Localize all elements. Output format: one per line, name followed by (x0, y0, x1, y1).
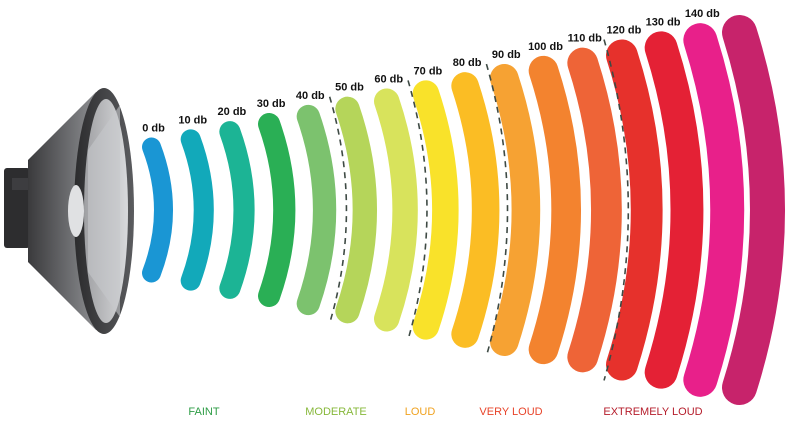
category-divider-0 (328, 96, 348, 324)
level-label-4: 40 db (296, 90, 325, 102)
category-faint: FAINT (188, 406, 219, 418)
level-label-11: 110 db (568, 33, 603, 45)
sound-band-11 (567, 47, 622, 373)
sound-band-14 (683, 23, 745, 397)
category-very-loud: VERY LOUD (479, 406, 542, 418)
sound-band-3 (258, 113, 296, 307)
sound-band-4 (296, 104, 337, 316)
level-label-14: 140 db (685, 8, 720, 20)
level-label-5: 50 db (335, 82, 364, 94)
category-dividers (328, 39, 630, 381)
level-label-7: 70 db (414, 65, 443, 77)
sound-band-1 (180, 129, 214, 291)
level-label-13: 130 db (646, 16, 681, 28)
sound-band-8 (451, 72, 500, 348)
sound-band-15 (722, 15, 785, 405)
sound-bands (142, 15, 785, 405)
sound-band-9 (490, 64, 541, 356)
level-label-6: 60 db (374, 74, 403, 86)
sound-band-6 (374, 88, 418, 332)
category-loud: LOUD (405, 406, 436, 418)
speaker-icon (4, 88, 134, 334)
level-label-10: 100 db (528, 41, 563, 53)
level-label-8: 80 db (453, 57, 482, 69)
sound-band-5 (335, 96, 377, 324)
sound-band-0 (142, 137, 173, 283)
category-moderate: MODERATE (305, 406, 367, 418)
category-divider-1 (407, 80, 428, 340)
level-labels: 0 db 10 db 20 db 30 db 40 db 50 db 60 db 70 db 8… (142, 8, 720, 134)
sound-band-2 (219, 121, 255, 299)
sound-band-7 (412, 80, 459, 340)
level-label-1: 10 db (178, 114, 207, 126)
sound-band-10 (528, 55, 581, 365)
level-label-2: 20 db (218, 106, 247, 118)
level-label-0: 0 db (142, 123, 165, 135)
category-divider-2 (485, 63, 509, 357)
category-divider-3 (603, 39, 630, 381)
level-label-12: 120 db (606, 25, 641, 37)
sound-band-13 (644, 31, 704, 389)
sound-band-12 (606, 39, 663, 381)
category-labels: FAINT MODERATE LOUD VERY LOUD EXTREMELY … (188, 406, 702, 418)
level-label-3: 30 db (257, 98, 286, 110)
category-extremely-loud: EXTREMELY LOUD (603, 406, 702, 418)
level-label-9: 90 db (492, 49, 521, 61)
